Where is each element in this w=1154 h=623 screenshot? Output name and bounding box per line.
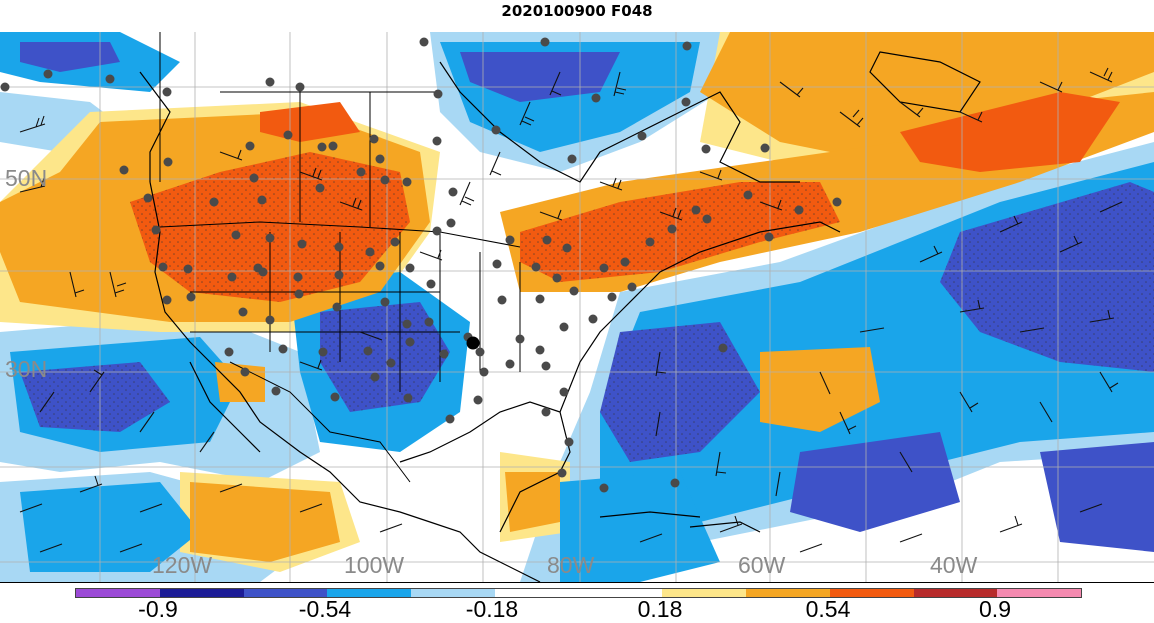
lon-label-100w: 100W [344,552,405,578]
colorbar-segment [243,589,328,597]
colorbar-segment [997,589,1081,597]
strong-negative-region [1040,442,1154,552]
colorbar-label-neg-0.9: -0.9 [138,596,178,622]
strong-positive-region [900,92,1120,172]
colorbar-label-0.18: 0.18 [637,596,683,622]
station-dots [0,37,842,493]
strong-negative-region [790,432,960,532]
colorbar-segment [829,589,914,597]
lat-label-50n: 50N [5,165,48,191]
lon-label-80w: 80W [547,552,595,578]
strong-negative-region [20,42,120,72]
colorbar-segment [159,589,244,597]
colorbar-segment [746,589,830,597]
colorbar-segment [913,589,998,597]
colorbar-segment [494,589,579,597]
negative-region [560,472,720,582]
lon-label-60w: 60W [738,552,786,578]
positive-region [215,362,265,402]
colorbar [75,588,1082,598]
positive-region [505,472,560,532]
colorbar-segment [662,589,746,597]
colorbar-segment [578,589,663,597]
map-panel: 50N 30N 120W 100W 80W 60W 40W [0,32,1154,583]
positive-region [700,32,1154,162]
lon-label-40w: 40W [930,552,978,578]
colorbar-segment [327,589,411,597]
correlation-map [0,32,1154,582]
colorbar-label-neg-0.18: -0.18 [465,596,519,622]
map-title: 2020100900 F048 [501,2,653,20]
negative-region [20,482,200,572]
wind-barbs [19,67,1123,553]
colorbar-label-0.9: 0.9 [979,596,1011,622]
lat-label-30n: 30N [5,356,48,382]
political-borders [159,32,521,483]
graticule [0,32,1154,582]
positive-region [760,347,880,432]
colorbar-label-neg-0.54: -0.54 [298,596,352,622]
colorbar-segment [411,589,495,597]
colorbar-label-0.54: 0.54 [805,596,851,622]
lon-label-120w: 120W [152,552,213,578]
colorbar-segment [76,589,160,597]
positive-region [190,482,340,562]
